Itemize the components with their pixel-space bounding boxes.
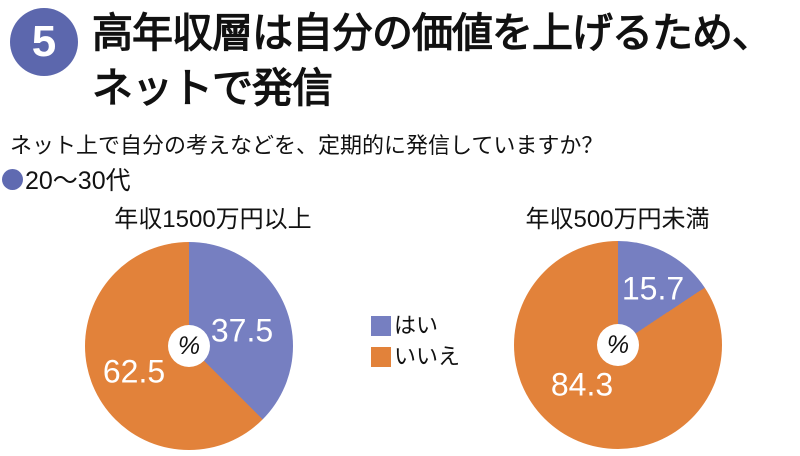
pie-center-unit: % bbox=[168, 325, 210, 367]
pie-value-yes: 37.5 bbox=[210, 312, 274, 349]
survey-question: ネット上で自分の考えなどを、定期的に発信していますか？ bbox=[10, 133, 604, 158]
legend: はい いいえ bbox=[371, 315, 460, 368]
page-title: 高年収層は自分の価値を上げるため、 ネットで発信 bbox=[92, 6, 792, 116]
pie-chart-low-income: 15.7 84.3 % bbox=[514, 241, 722, 449]
bullet-icon bbox=[2, 168, 23, 190]
pie-center-unit: % bbox=[597, 324, 639, 366]
legend-item-no: いいえ bbox=[371, 346, 460, 368]
legend-label-no: いいえ bbox=[394, 344, 461, 369]
page-title-line1: 高年収層は自分の価値を上げるため、 bbox=[92, 10, 773, 56]
pie-value-no: 84.3 bbox=[550, 366, 614, 403]
legend-swatch-yes bbox=[371, 316, 391, 336]
pie-value-no: 62.5 bbox=[102, 353, 166, 390]
legend-swatch-no bbox=[371, 347, 391, 367]
legend-item-yes: はい bbox=[371, 315, 460, 337]
chart-title-high-income: 年収1500万円以上 bbox=[114, 206, 312, 233]
age-group-line: 20〜30代 bbox=[2, 161, 131, 197]
pie-chart-high-income: 37.5 62.5 % bbox=[85, 242, 293, 450]
section-number: 5 bbox=[31, 17, 57, 66]
legend-label-yes: はい bbox=[394, 313, 439, 338]
section-number-badge: 5 bbox=[10, 8, 78, 76]
age-group-label: 20〜30代 bbox=[25, 167, 131, 195]
chart-title-low-income: 年収500万円未満 bbox=[525, 206, 710, 233]
page-title-line2: ネットで発信 bbox=[92, 65, 333, 111]
pie-value-yes: 15.7 bbox=[621, 270, 685, 307]
